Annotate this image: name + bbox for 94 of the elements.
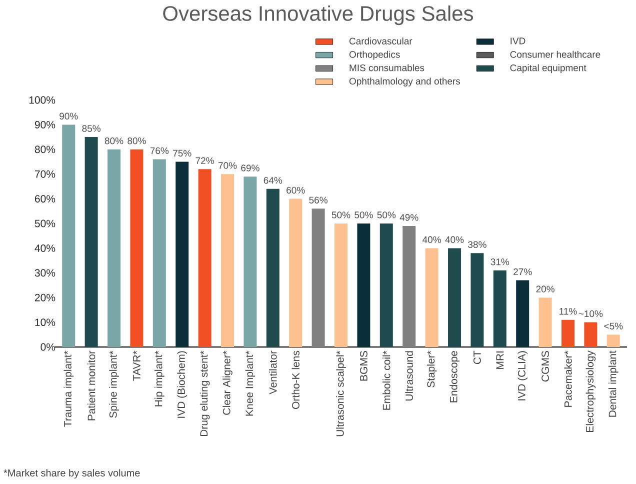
bar: [221, 174, 234, 347]
x-tick-label: Ultrasound: [405, 351, 413, 400]
data-label: 50%: [377, 212, 396, 218]
data-label: 38%: [468, 241, 486, 248]
data-label: <5%: [604, 322, 623, 330]
legend-label: Cardiovascular: [349, 37, 412, 44]
bar: [62, 124, 76, 347]
x-tick-label: CT: [473, 350, 481, 364]
bar: [606, 334, 620, 347]
x-tick-label: Ultrasonic scalpel*: [336, 350, 346, 436]
x-tick-label: Stapler*: [426, 350, 437, 388]
x-tick-label: Ortho-K lens: [292, 350, 300, 409]
bar: [108, 149, 121, 347]
y-tick-label: 90%: [34, 120, 56, 128]
y-tick-label: 0%: [40, 343, 56, 351]
bar: [334, 224, 348, 347]
data-label: 27%: [514, 268, 532, 276]
bar: [470, 253, 484, 347]
y-tick-label: 30%: [34, 269, 56, 277]
bar: [402, 226, 416, 347]
data-label: 50%: [332, 212, 350, 218]
bar: [176, 162, 189, 347]
x-tick-label: IVD (Biochem): [177, 351, 188, 418]
bar: [561, 320, 574, 347]
data-label: 56%: [309, 196, 328, 204]
x-tick-label: IVD (CLIA): [518, 351, 528, 400]
bar: [312, 208, 325, 347]
legend-label: Orthopedics: [349, 50, 400, 60]
legend-label: Capital equipment: [510, 64, 586, 74]
x-tick-label: Dental implant: [608, 350, 618, 417]
bar: [584, 322, 598, 347]
data-label: 76%: [150, 147, 169, 154]
x-tick-label: Knee Implant*: [245, 350, 256, 416]
x-tick-label: Electrophysiology: [586, 350, 596, 432]
bar: [425, 248, 438, 347]
bar: [538, 298, 552, 347]
bar: [152, 159, 166, 347]
data-label: 31%: [490, 258, 510, 266]
data-label: 60%: [286, 186, 305, 194]
x-tick-label: Ventilator: [269, 350, 277, 394]
y-tick-label: 100%: [29, 96, 56, 104]
data-label: 64%: [264, 176, 282, 184]
x-tick-label: Hip implant*: [154, 350, 164, 406]
y-tick-label: 50%: [34, 220, 56, 228]
y-tick-label: 10%: [35, 318, 56, 326]
x-tick-label: MRI: [496, 351, 504, 369]
bar: [357, 224, 370, 347]
data-label: 49%: [400, 214, 418, 221]
data-label: 80%: [128, 137, 146, 144]
x-tick-label: Pacemaker*: [564, 350, 572, 407]
bar: [266, 188, 280, 347]
data-label: 70%: [218, 162, 237, 169]
y-tick-label: 60%: [34, 195, 56, 203]
x-tick-label: Trauma implant*: [64, 350, 74, 427]
y-tick-label: 20%: [34, 294, 56, 302]
x-tick-label: Embolic coil*: [382, 350, 390, 410]
data-label: 72%: [196, 157, 214, 164]
data-label: 90%: [60, 112, 78, 120]
bar: [448, 248, 461, 347]
data-label: 75%: [173, 150, 192, 157]
x-tick-label: Clear Aligner*: [222, 350, 232, 415]
x-tick-label: CGMS: [542, 351, 550, 382]
bar: [516, 280, 530, 347]
bar: [289, 198, 302, 347]
bar: [198, 169, 212, 347]
data-label: ~10%: [578, 310, 603, 318]
data-label: 50%: [354, 212, 373, 218]
bar: [84, 137, 98, 347]
x-tick-label: TAVR*: [133, 350, 140, 381]
bar: [493, 270, 506, 347]
data-label: 11%: [560, 308, 577, 315]
data-label: 85%: [82, 125, 100, 132]
data-label: 69%: [241, 164, 260, 172]
data-label: 40%: [445, 236, 464, 243]
bar: [244, 176, 257, 347]
legend-label: Ophthalmology and others: [349, 78, 460, 86]
bar: [130, 149, 144, 347]
data-label: 20%: [536, 286, 554, 292]
data-label: 80%: [104, 137, 124, 144]
text: *Market share by sales volume: [4, 469, 140, 478]
x-tick-label: Drug eluting stent*: [200, 350, 210, 436]
y-tick-label: 40%: [34, 244, 56, 252]
data-label: 40%: [422, 236, 441, 243]
bar: [380, 224, 393, 347]
x-tick-label: Patient monitor: [87, 350, 96, 420]
y-tick-label: 80%: [34, 146, 56, 154]
legend-label: Consumer healthcare: [510, 50, 600, 58]
legend-label: IVD: [510, 38, 526, 44]
x-tick-label: Endoscope: [450, 350, 460, 402]
chart-title: Overseas Innovative Drugs Sales: [163, 6, 474, 26]
y-tick-label: 70%: [34, 170, 56, 178]
legend-label: MIS consumables: [350, 64, 424, 72]
x-tick-label: Spine implant*: [109, 350, 119, 418]
x-tick-label: BGMS: [360, 351, 368, 381]
